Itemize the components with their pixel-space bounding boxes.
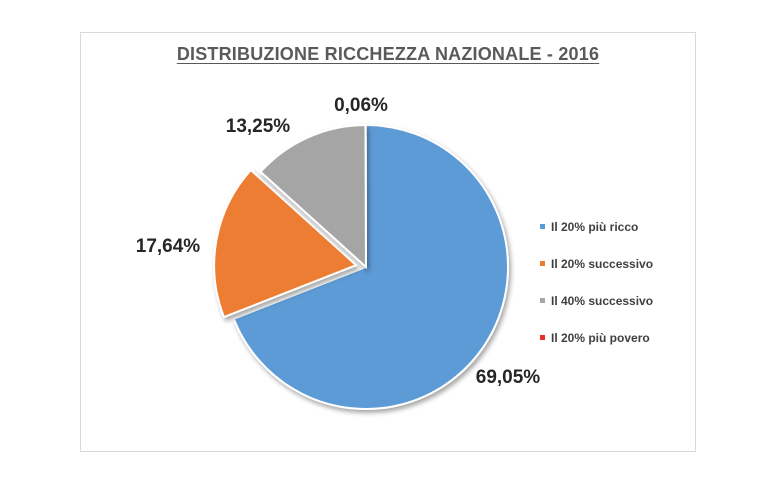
data-label-next-40: 13,25% (226, 116, 291, 137)
legend-swatch-next-40 (540, 298, 545, 303)
pie-slices (213, 123, 509, 410)
data-label-richest: 69,05% (476, 367, 541, 388)
legend-item-poorest: Il 20% più povero (540, 319, 653, 356)
data-label-poorest: 0,06% (334, 95, 388, 116)
legend-swatch-poorest (540, 335, 545, 340)
legend-label-richest: Il 20% più ricco (551, 219, 639, 234)
data-label-next-20: 17,64% (136, 236, 201, 257)
legend-label-next-20: Il 20% successivo (551, 256, 654, 271)
legend-item-next-20: Il 20% successivo (540, 245, 653, 282)
pie-labels: 69,05% 17,64% 13,25% 0,06% (136, 95, 541, 388)
legend-swatch-next-20 (540, 261, 545, 266)
legend-item-next-40: Il 40% successivo (540, 282, 653, 319)
legend-swatch-richest (540, 224, 545, 229)
pie-slice-richest (232, 123, 509, 410)
legend-item-richest: Il 20% più ricco (540, 208, 653, 245)
pie-slice-next-20 (213, 168, 359, 319)
legend: Il 20% più ricco Il 20% successivo Il 40… (540, 208, 653, 356)
pie-slice-next-40 (259, 123, 368, 270)
pie-slice-poorest (364, 123, 367, 268)
legend-label-next-40: Il 40% successivo (551, 293, 654, 308)
legend-label-poorest: Il 20% più povero (551, 330, 650, 345)
chart-title: DISTRIBUZIONE RICCHEZZA NAZIONALE - 2016 (176, 44, 600, 64)
